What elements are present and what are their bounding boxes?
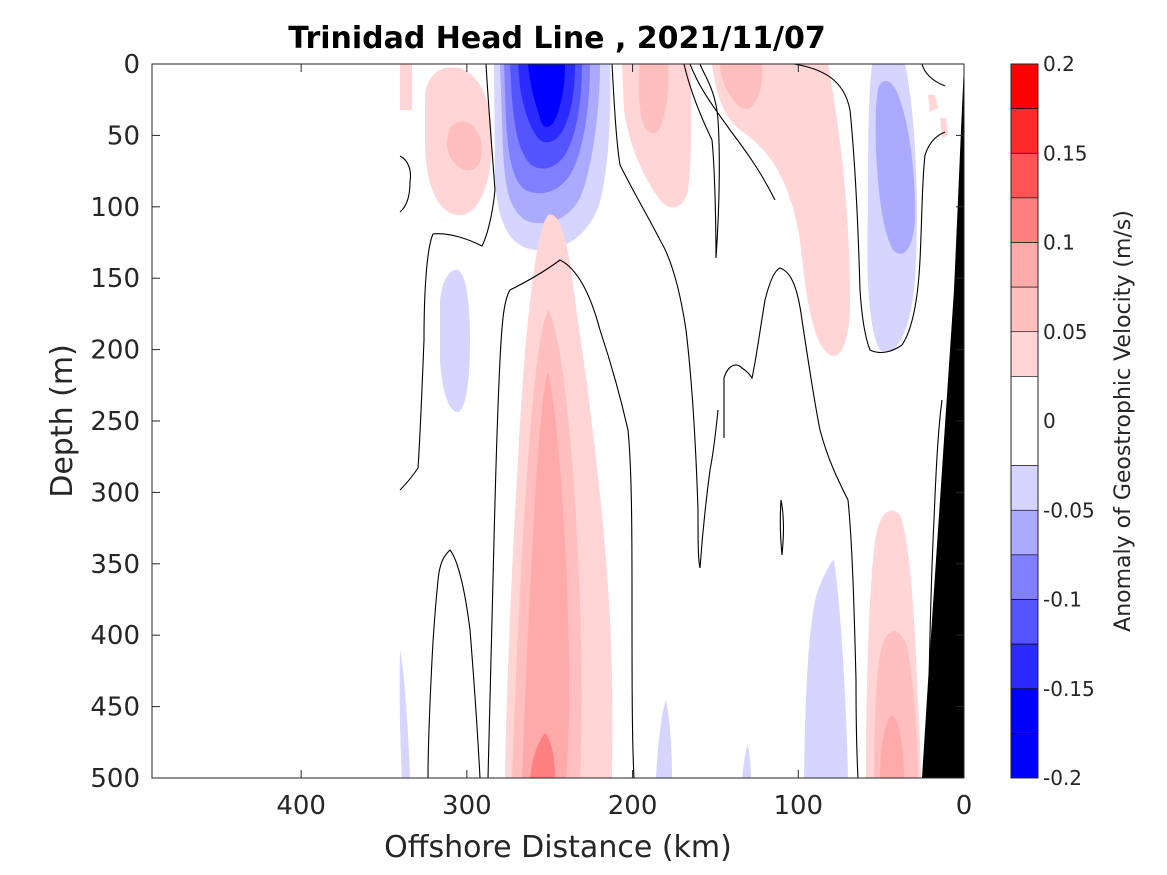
neg-anomaly-region	[875, 81, 916, 254]
colorbar-tick-label: 0.2	[1043, 52, 1075, 76]
colorbar-level	[1010, 376, 1039, 466]
colorbar-tick-label: -0.05	[1043, 498, 1095, 522]
pos-anomaly-region	[400, 64, 412, 110]
neg-anomaly-region	[399, 650, 410, 778]
pos-anomaly-region	[446, 121, 482, 171]
contour-fills	[399, 64, 948, 778]
colorbar-tick-label: -0.1	[1043, 588, 1082, 612]
y-tick-label: 200	[90, 336, 140, 366]
zero-contour	[689, 64, 776, 201]
colorbar-level	[1010, 63, 1039, 109]
colorbar-tick-label: 0.05	[1043, 320, 1088, 344]
x-tick-label: 0	[956, 791, 973, 821]
colorbar-level	[1010, 643, 1039, 690]
colorbar-level	[1010, 688, 1039, 734]
chart-title: Trinidad Head Line , 2021/11/07	[288, 21, 825, 56]
pos-anomaly-region	[712, 64, 850, 356]
colorbar-tick-label: -0.2	[1043, 766, 1082, 790]
neg-anomaly-region	[656, 700, 672, 778]
y-tick-label: 300	[90, 478, 140, 508]
plot-area	[151, 63, 965, 779]
colorbar-level	[1010, 286, 1039, 333]
colorbar-level	[1010, 465, 1039, 511]
pos-anomaly-region	[880, 715, 904, 778]
y-tick-label: 350	[90, 550, 140, 580]
colorbar-level	[1010, 509, 1039, 556]
x-tick-label: 200	[608, 791, 658, 821]
colorbar-tick-label: 0.1	[1043, 231, 1075, 255]
zero-contour	[793, 64, 946, 354]
colorbar-level	[1010, 733, 1039, 779]
zero-contour	[723, 267, 859, 778]
pos-anomaly-region	[522, 372, 569, 778]
y-tick-label: 400	[90, 621, 140, 651]
colorbar-level	[1010, 197, 1039, 243]
zero-contours	[399, 64, 946, 778]
zero-contour	[611, 64, 719, 569]
zero-contour	[399, 64, 496, 491]
colorbar-tick-label: 0.15	[1043, 141, 1088, 165]
colorbar-level	[1010, 152, 1039, 199]
zero-contour	[487, 259, 635, 778]
zero-contour	[779, 499, 784, 556]
colorbar-tick-label: -0.15	[1043, 677, 1095, 701]
neg-anomaly-region	[742, 745, 751, 778]
y-tick-label: 450	[90, 693, 140, 723]
zero-contour	[399, 155, 412, 213]
y-axis-label: Depth (m)	[45, 344, 80, 498]
y-tick-label: 100	[90, 193, 140, 223]
colorbar-level	[1010, 554, 1039, 600]
seafloor-bathymetry	[922, 64, 964, 778]
y-tick-label: 0	[123, 50, 140, 80]
neg-anomaly-region	[804, 560, 848, 778]
y-tick-label: 150	[90, 264, 140, 294]
colorbar-level	[1010, 108, 1039, 154]
y-tick-label: 50	[107, 121, 140, 151]
zero-contour	[921, 64, 946, 87]
x-tick-label: 100	[773, 791, 823, 821]
y-tick-label: 250	[90, 407, 140, 437]
x-tick-label: 300	[442, 791, 492, 821]
x-tick-label: 400	[276, 791, 326, 821]
colorbar-label: Anomaly of Geostrophic Velocity (m/s)	[1111, 210, 1136, 632]
y-axis: 0 50 100 150 200 250 300 350 400 450 500	[90, 50, 964, 794]
neg-anomaly-region	[440, 269, 470, 412]
colorbar: 0.2 0.15 0.1 0.05 0 -0.05 -0.1 -0.15 -0.2	[1010, 52, 1095, 790]
colorbar-level	[1010, 242, 1039, 288]
y-tick-label: 500	[90, 764, 140, 794]
colorbar-tick-label: 0	[1043, 409, 1056, 433]
pos-anomaly-region	[638, 64, 669, 134]
zero-contour	[427, 549, 481, 778]
colorbar-level	[1010, 331, 1039, 377]
pos-anomaly-region	[928, 95, 938, 112]
x-axis-label: Offshore Distance (km)	[384, 830, 732, 865]
pos-anomaly-region	[530, 733, 555, 778]
colorbar-level	[1010, 599, 1039, 645]
pos-anomaly-region	[720, 64, 763, 109]
x-axis: 400 300 200 100 0	[276, 64, 972, 821]
colorbar-frame	[1010, 63, 1039, 779]
neg-anomaly-region	[528, 64, 565, 127]
